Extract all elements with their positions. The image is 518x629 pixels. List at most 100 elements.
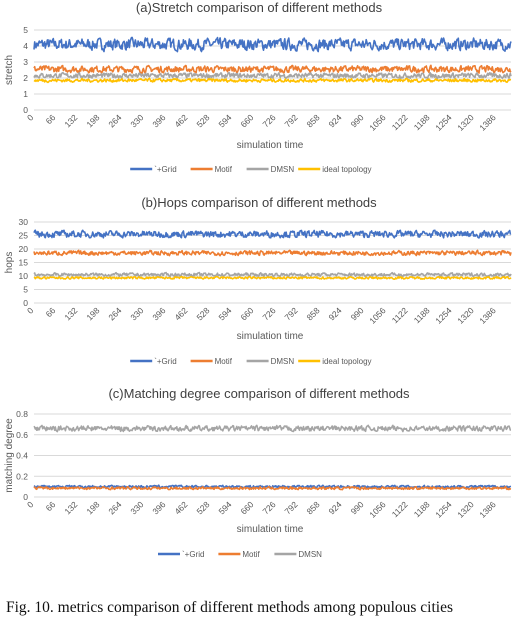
x-tick-label: 594 xyxy=(216,499,233,516)
x-tick-label: 66 xyxy=(44,112,58,126)
legend-label: Motif xyxy=(215,357,233,366)
legend: `+Grid Motif DMSN ideal topology xyxy=(130,165,372,174)
x-tick-label: 1254 xyxy=(433,305,454,326)
series-line-2 xyxy=(33,485,512,491)
x-axis-label: simulation time xyxy=(237,524,304,535)
x-tick-label: 726 xyxy=(260,112,277,129)
x-tick-label: 132 xyxy=(62,112,79,129)
y-tick-label: 1 xyxy=(23,89,28,99)
x-tick-label: 528 xyxy=(194,112,211,129)
x-tick-label: 1386 xyxy=(477,112,498,133)
x-tick-label: 132 xyxy=(62,305,79,322)
x-tick-label: 528 xyxy=(194,305,211,322)
x-tick-label: 1056 xyxy=(367,112,388,133)
series-line-3 xyxy=(33,271,512,278)
x-tick-label: 396 xyxy=(150,112,167,129)
x-tick-label: 990 xyxy=(349,112,366,129)
chart-2: (b)Hops comparison of different methods 0… xyxy=(4,195,512,366)
x-tick-label: 1122 xyxy=(390,112,410,132)
x-tick-label: 0 xyxy=(25,305,36,316)
y-axis-label: stretch xyxy=(4,55,15,85)
chart-title: (b)Hops comparison of different methods xyxy=(141,195,377,210)
x-tick-label: 462 xyxy=(172,499,189,516)
y-tick-label: 20 xyxy=(19,244,29,254)
x-tick-label: 1188 xyxy=(412,305,432,325)
x-tick-label: 528 xyxy=(194,499,211,516)
x-tick-label: 1386 xyxy=(477,305,498,326)
x-tick-label: 924 xyxy=(327,112,344,129)
x-tick-label: 330 xyxy=(128,305,145,322)
chart-1: (a)Stretch comparison of different metho… xyxy=(4,0,512,174)
x-tick-label: 396 xyxy=(150,499,167,516)
y-tick-label: 5 xyxy=(23,25,28,35)
legend-label: ideal topology xyxy=(322,165,371,174)
y-tick-label: 0.8 xyxy=(16,409,28,419)
x-tick-label: 726 xyxy=(260,499,277,516)
y-axis-label: hops xyxy=(4,252,15,274)
x-tick-label: 594 xyxy=(216,305,233,322)
x-tick-label: 66 xyxy=(44,305,58,319)
x-tick-label: 1056 xyxy=(367,499,388,520)
series-line-1 xyxy=(33,36,512,53)
y-tick-label: 0 xyxy=(23,492,28,502)
x-tick-label: 660 xyxy=(238,112,255,129)
x-tick-label: 330 xyxy=(128,112,145,129)
y-tick-label: 15 xyxy=(19,258,29,268)
x-tick-label: 462 xyxy=(172,305,189,322)
x-tick-label: 858 xyxy=(305,305,322,322)
x-tick-label: 462 xyxy=(172,112,189,129)
x-tick-label: 66 xyxy=(44,499,58,513)
chart-title: (c)Matching degree comparison of differe… xyxy=(108,386,410,401)
x-tick-label: 858 xyxy=(305,112,322,129)
legend-label: `+Grid xyxy=(182,550,204,559)
x-tick-label: 264 xyxy=(106,499,123,516)
x-tick-label: 1386 xyxy=(477,499,498,520)
x-axis-label: simulation time xyxy=(237,140,304,151)
series-line-4 xyxy=(33,275,512,281)
legend-label: DMSN xyxy=(271,165,295,174)
y-tick-label: 30 xyxy=(19,217,29,227)
x-tick-label: 0 xyxy=(25,112,36,123)
series-line-3 xyxy=(33,424,512,433)
legend-label: ideal topology xyxy=(322,357,371,366)
series-line-3 xyxy=(33,71,512,80)
y-tick-label: 0.2 xyxy=(16,471,28,481)
x-tick-label: 198 xyxy=(84,305,101,322)
x-tick-label: 1122 xyxy=(390,499,410,519)
legend: `+Grid Motif DMSN xyxy=(158,550,322,559)
legend-label: `+Grid xyxy=(154,165,176,174)
x-tick-label: 1056 xyxy=(367,305,388,326)
legend-label: Motif xyxy=(242,550,260,559)
x-tick-label: 1188 xyxy=(412,112,432,132)
x-tick-label: 594 xyxy=(216,112,233,129)
y-tick-label: 2 xyxy=(23,73,28,83)
x-tick-label: 396 xyxy=(150,305,167,322)
y-tick-label: 5 xyxy=(23,285,28,295)
x-tick-label: 990 xyxy=(349,305,366,322)
chart-3: (c)Matching degree comparison of differe… xyxy=(4,386,512,559)
legend-label: DMSN xyxy=(298,550,322,559)
x-tick-label: 1320 xyxy=(455,499,476,520)
x-tick-label: 660 xyxy=(238,305,255,322)
x-tick-label: 858 xyxy=(305,499,322,516)
legend: `+Grid Motif DMSN ideal topology xyxy=(130,357,372,366)
x-tick-label: 990 xyxy=(349,499,366,516)
y-tick-label: 3 xyxy=(23,57,28,67)
x-axis-label: simulation time xyxy=(237,331,304,342)
x-tick-label: 264 xyxy=(106,112,123,129)
x-tick-label: 1254 xyxy=(433,499,454,520)
x-tick-label: 792 xyxy=(282,499,299,516)
figure-caption: Fig. 10. metrics comparison of different… xyxy=(6,599,453,616)
y-tick-label: 0 xyxy=(23,105,28,115)
x-tick-label: 0 xyxy=(25,499,36,510)
legend-label: Motif xyxy=(215,165,233,174)
x-tick-label: 792 xyxy=(282,112,299,129)
x-tick-label: 1188 xyxy=(412,499,432,519)
x-tick-label: 198 xyxy=(84,112,101,129)
x-tick-label: 1320 xyxy=(455,112,476,133)
legend-label: DMSN xyxy=(271,357,295,366)
x-tick-label: 924 xyxy=(327,305,344,322)
series-line-2 xyxy=(33,249,512,257)
series-line-2 xyxy=(33,64,512,74)
x-tick-label: 1254 xyxy=(433,112,454,133)
